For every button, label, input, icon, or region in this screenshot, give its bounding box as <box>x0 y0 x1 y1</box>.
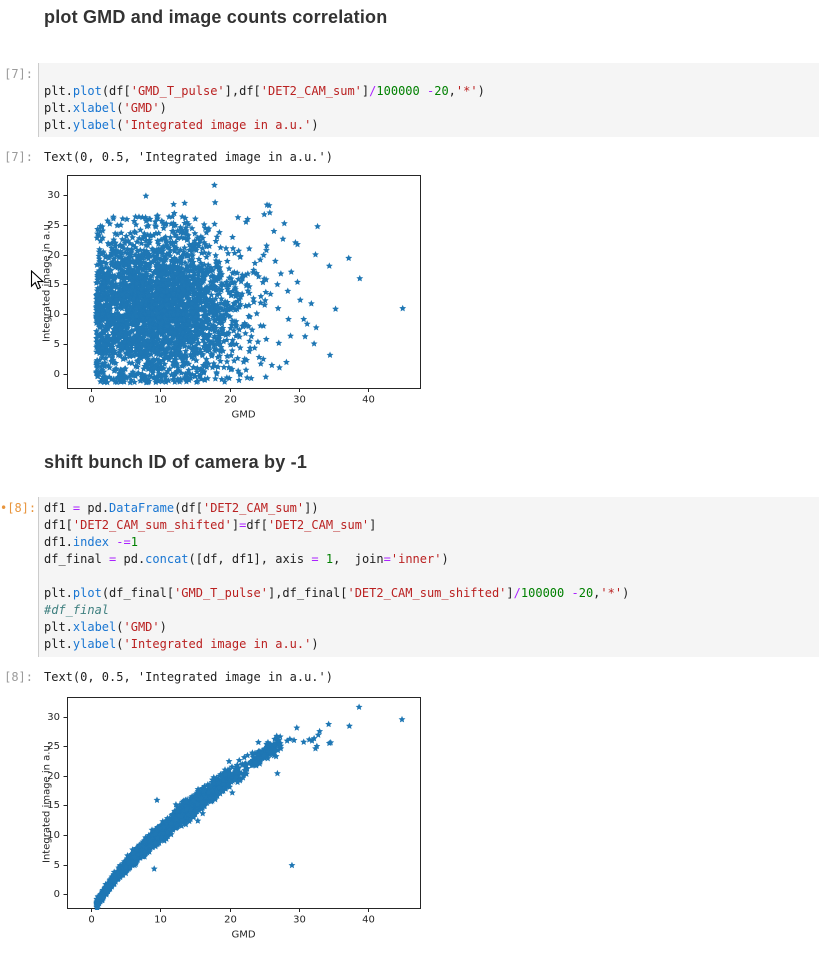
output-prompt: [8]: <box>4 670 33 684</box>
figure-scatter-plot-1 <box>30 170 430 432</box>
code-editor[interactable]: df1 = pd.DataFrame(df['DET2_CAM_sum']) df… <box>44 501 630 651</box>
input-prompt-modified: •[8]: <box>0 501 37 515</box>
output-text: Text(0, 0.5, 'Integrated image in a.u.') <box>44 670 333 684</box>
markdown-cell[interactable]: plot GMD and image counts correlation <box>0 0 819 44</box>
markdown-cell[interactable]: shift bunch ID of camera by -1 <box>0 445 819 489</box>
figure-scatter-plot-2 <box>30 690 430 952</box>
code-editor[interactable]: plt.plot(df['GMD_T_pulse'],df['DET2_CAM_… <box>44 84 485 132</box>
markdown-heading: shift bunch ID of camera by -1 <box>44 452 308 472</box>
output-prompt: [7]: <box>4 150 33 164</box>
output-text: Text(0, 0.5, 'Integrated image in a.u.') <box>44 150 333 164</box>
input-prompt: [7]: <box>4 67 33 81</box>
mouse-cursor <box>30 270 45 290</box>
code-cell-input[interactable] <box>38 63 819 137</box>
code-cell-input[interactable] <box>38 497 819 657</box>
markdown-heading: plot GMD and image counts correlation <box>44 7 388 27</box>
